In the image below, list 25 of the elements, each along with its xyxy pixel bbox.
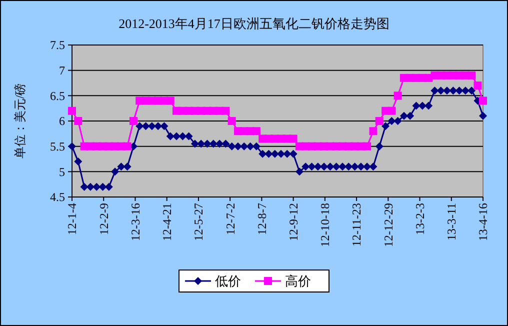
- y-tick-label: 7: [59, 64, 65, 78]
- y-tick-label: 4.5: [50, 190, 65, 204]
- x-tick-label: 12-9-12: [286, 203, 301, 241]
- x-tick-label: 12-1-4: [65, 203, 80, 235]
- x-tick-label: 12-5-27: [192, 203, 206, 241]
- x-tick-label: 13-3-11: [444, 203, 459, 241]
- x-tick-label: 12-8-7: [254, 203, 269, 235]
- y-tick-label: 5: [59, 164, 65, 179]
- x-tick-label: 12-3-16: [128, 203, 142, 241]
- x-tick-label: 12-2-9: [96, 203, 111, 235]
- y-tick-label: 7.5: [50, 38, 65, 52]
- x-tick-label: 12-11-23: [350, 203, 364, 247]
- x-tick-label: 12-4-21: [160, 203, 174, 241]
- y-tick-label: 6.5: [50, 88, 65, 103]
- legend-label: 高价: [285, 274, 311, 289]
- x-tick-label: 13-4-16: [476, 203, 490, 241]
- legend-label: 低价: [215, 274, 241, 289]
- y-tick-label: 6: [59, 114, 65, 128]
- chart-title: 2012-2013年4月17日欧洲五氧化二钒价格走势图: [118, 16, 390, 31]
- y-axis-title: 单位：美元/磅: [13, 83, 27, 159]
- x-tick-label: 12-12-29: [381, 203, 396, 247]
- x-tick-label: 12-10-18: [318, 203, 332, 247]
- x-tick-label: 13-2-3: [412, 203, 427, 235]
- y-tick-label: 5.5: [50, 140, 65, 154]
- x-tick-label: 12-7-2: [223, 203, 238, 235]
